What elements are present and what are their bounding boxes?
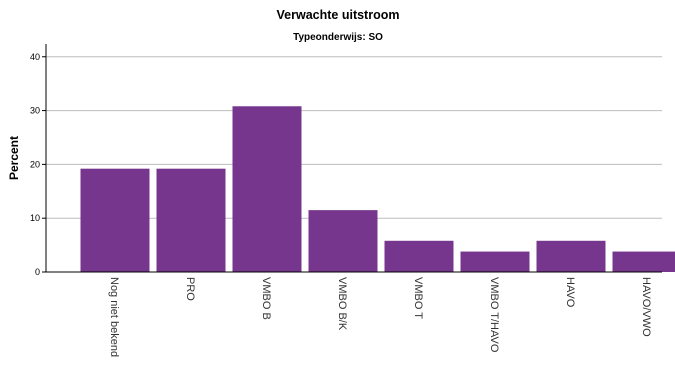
- bar: [536, 240, 606, 272]
- y-tick-label: 40: [30, 52, 40, 62]
- bar: [308, 210, 378, 272]
- y-tick-label: 0: [35, 267, 40, 277]
- y-tick-label: 10: [30, 213, 40, 223]
- x-tick-label: HAVO/VWO: [640, 277, 652, 337]
- y-tick-label: 30: [30, 106, 40, 116]
- axes: [45, 44, 662, 273]
- bar: [80, 168, 150, 272]
- x-tick-label: VMBO T/HAVO: [488, 277, 500, 353]
- chart-subtitle: Typeonderwijs: SO: [293, 32, 383, 43]
- bar: [612, 251, 675, 272]
- chart-title: Verwachte uitstroom: [277, 8, 400, 22]
- y-axis-label: Percent: [7, 136, 21, 180]
- bar: [156, 168, 226, 272]
- bar: [384, 240, 454, 272]
- x-tick-label: VMBO B/K: [336, 277, 348, 331]
- bars: [80, 106, 675, 273]
- y-tick-labels: 0 10 20 30 40: [30, 52, 40, 277]
- x-tick-label: Nog niet bekend: [108, 277, 120, 357]
- x-tick-label: PRO: [184, 277, 196, 301]
- x-tick-labels: Nog niet bekend PRO VMBO B VMBO B/K VMBO T VM…: [108, 277, 652, 357]
- y-tick-label: 20: [30, 159, 40, 169]
- x-tick-label: VMBO T: [412, 277, 424, 319]
- x-tick-label: VMBO B: [260, 277, 272, 320]
- bar: [460, 251, 530, 272]
- bar: [232, 106, 302, 273]
- x-tick-label: HAVO: [564, 277, 576, 308]
